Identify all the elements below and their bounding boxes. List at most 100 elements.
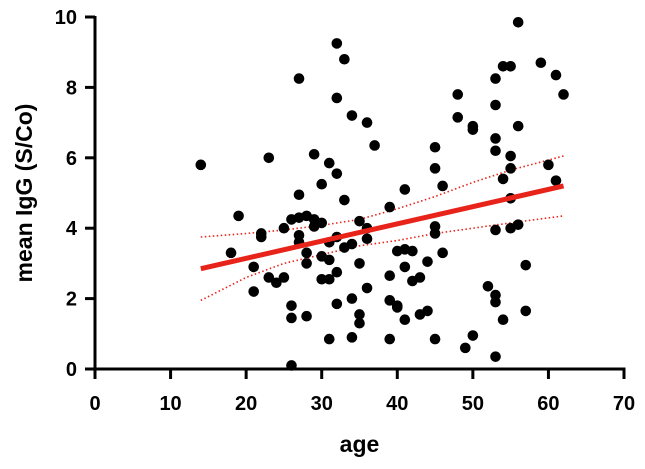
y-tick-label: 6 bbox=[66, 148, 77, 170]
data-point bbox=[369, 140, 380, 151]
data-point bbox=[490, 73, 501, 84]
data-point bbox=[558, 89, 569, 100]
data-point bbox=[293, 73, 305, 84]
data-point bbox=[346, 110, 358, 121]
data-point bbox=[550, 69, 562, 81]
data-point bbox=[263, 152, 275, 164]
data-point bbox=[346, 238, 358, 250]
data-point bbox=[316, 273, 328, 285]
data-point bbox=[512, 219, 524, 230]
data-point bbox=[361, 233, 373, 245]
x-tick-label: 0 bbox=[89, 393, 100, 415]
data-point bbox=[505, 163, 516, 174]
data-point bbox=[339, 194, 350, 206]
data-point bbox=[467, 124, 479, 135]
data-point bbox=[535, 57, 547, 69]
data-point bbox=[331, 168, 343, 179]
data-point bbox=[505, 150, 516, 162]
data-point bbox=[316, 178, 328, 190]
x-axis-title: age bbox=[340, 431, 380, 457]
data-point bbox=[323, 333, 335, 345]
data-point bbox=[354, 215, 365, 227]
data-point bbox=[308, 148, 320, 160]
data-point bbox=[271, 277, 282, 289]
data-point bbox=[407, 245, 418, 257]
data-point bbox=[346, 293, 358, 304]
data-point bbox=[301, 310, 312, 322]
data-point bbox=[331, 298, 343, 310]
data-point bbox=[255, 228, 267, 239]
data-point bbox=[323, 273, 335, 285]
data-point bbox=[550, 175, 562, 186]
data-point bbox=[323, 157, 335, 169]
data-point bbox=[460, 342, 471, 354]
data-point bbox=[520, 305, 532, 317]
data-point bbox=[301, 258, 312, 269]
data-point bbox=[361, 117, 373, 128]
x-tick-label: 10 bbox=[159, 393, 181, 415]
data-point bbox=[490, 133, 501, 144]
data-point bbox=[346, 332, 358, 343]
data-point bbox=[482, 280, 494, 292]
x-tick-label: 20 bbox=[235, 393, 257, 415]
data-point bbox=[316, 217, 328, 229]
data-point bbox=[490, 296, 501, 308]
data-point bbox=[286, 312, 297, 324]
data-point bbox=[490, 145, 501, 157]
data-point bbox=[497, 314, 509, 326]
x-tick-label: 50 bbox=[462, 393, 484, 415]
x-tick-label: 70 bbox=[613, 393, 635, 415]
x-axis-ticks: 0 10 20 30 40 50 60 70 bbox=[89, 369, 635, 415]
data-point bbox=[323, 254, 335, 266]
data-point bbox=[437, 180, 448, 192]
data-point bbox=[452, 112, 464, 123]
data-point bbox=[497, 173, 509, 185]
data-point bbox=[437, 247, 448, 259]
data-point bbox=[384, 270, 396, 282]
y-tick-label: 0 bbox=[66, 359, 77, 381]
data-point bbox=[233, 210, 244, 222]
data-point bbox=[497, 60, 509, 72]
data-point bbox=[429, 333, 441, 345]
y-tick-label: 2 bbox=[66, 289, 77, 311]
data-point bbox=[263, 272, 275, 283]
data-point bbox=[505, 60, 516, 72]
data-point bbox=[429, 228, 441, 239]
data-point bbox=[399, 184, 411, 195]
data-point bbox=[354, 309, 365, 320]
data-point bbox=[399, 261, 411, 273]
data-point bbox=[429, 163, 441, 174]
data-point bbox=[339, 53, 350, 65]
data-point bbox=[225, 247, 237, 259]
data-point bbox=[278, 272, 290, 283]
data-point bbox=[286, 300, 297, 311]
data-points bbox=[195, 16, 569, 371]
regression-line bbox=[200, 183, 565, 272]
x-tick-label: 60 bbox=[537, 393, 559, 415]
data-point bbox=[331, 92, 343, 104]
data-point bbox=[331, 266, 343, 278]
data-point bbox=[331, 38, 343, 49]
data-point bbox=[543, 159, 554, 171]
y-tick-label: 8 bbox=[66, 77, 77, 99]
data-point bbox=[512, 16, 524, 28]
y-tick-label: 4 bbox=[66, 218, 78, 240]
data-point bbox=[195, 159, 207, 171]
data-point bbox=[278, 222, 290, 234]
regression-fit bbox=[200, 183, 565, 272]
data-point bbox=[293, 189, 305, 201]
data-point bbox=[467, 330, 479, 341]
data-point bbox=[399, 314, 411, 326]
data-point bbox=[429, 141, 441, 153]
data-point bbox=[248, 261, 259, 273]
data-point bbox=[384, 295, 396, 306]
data-point bbox=[248, 286, 259, 297]
x-tick-label: 40 bbox=[386, 393, 408, 415]
y-axis-title: mean IgG (S/Co) bbox=[11, 104, 37, 283]
data-point bbox=[422, 305, 433, 317]
data-point bbox=[354, 258, 365, 269]
data-point bbox=[384, 333, 396, 345]
data-point bbox=[384, 201, 396, 213]
data-point bbox=[391, 302, 403, 313]
